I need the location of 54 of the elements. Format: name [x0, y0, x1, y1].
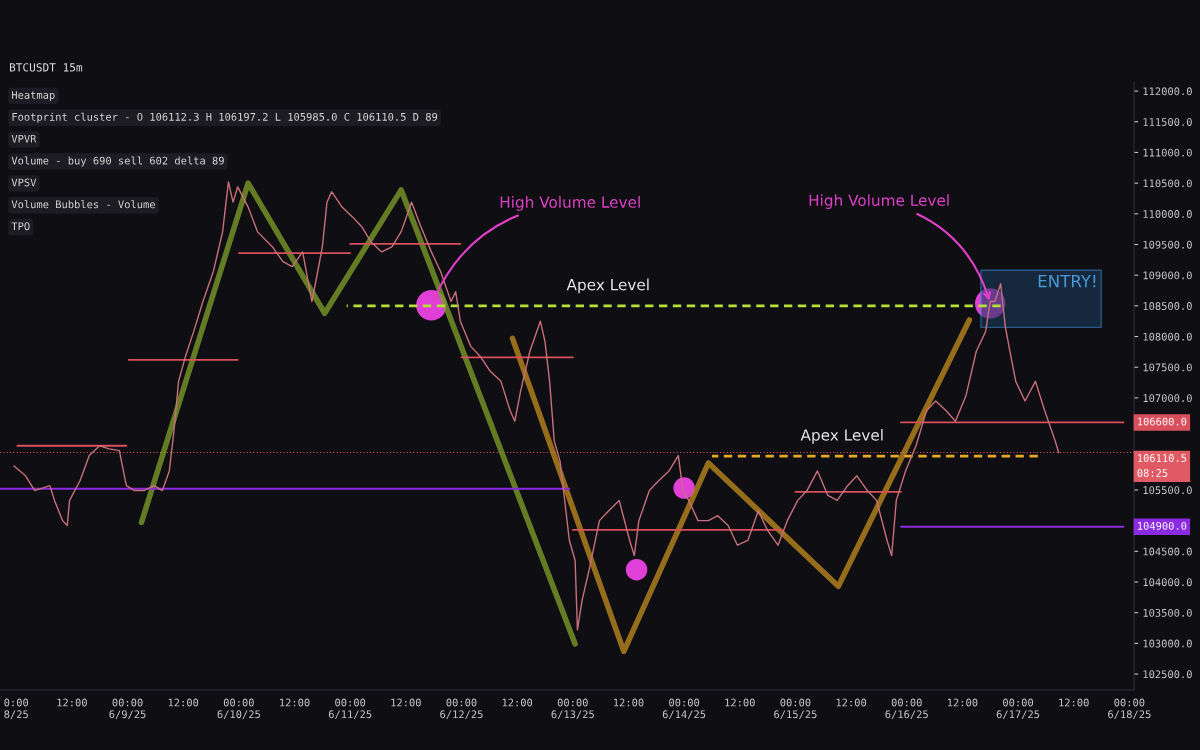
x-tick-label: 00:00 6/11/25 [328, 698, 372, 719]
y-tick-label: 105500.0 [1143, 486, 1192, 495]
x-tick-label: 00:00 6/14/25 [662, 698, 706, 719]
y-tick-label: 109500.0 [1143, 240, 1192, 249]
x-tick-label: 00:00 6/16/25 [885, 698, 928, 719]
annotation: Volume - buy 690 sell 602 delta 89 [11, 156, 224, 167]
x-tick-label: 12:00 [725, 698, 755, 707]
x-tick-label: 12:00 [57, 698, 87, 707]
ref-line-label: 106110.5 08:25 [1137, 454, 1187, 477]
series-label: Apex Level [566, 278, 649, 294]
annotation: ENTRY! [1038, 274, 1096, 288]
x-tick-label: 00:00 6/17/25 [996, 698, 1040, 719]
data-label: 106600.0 [1138, 417, 1187, 426]
x-tick-label: 12:00 [391, 698, 421, 707]
annotation: VPVR [11, 134, 37, 143]
y-tick-label: 104500.0 [1143, 547, 1192, 556]
x-tick-label: 12:00 [614, 698, 644, 707]
y-tick-label: 103000.0 [1143, 639, 1192, 648]
annotation: TPO [11, 222, 30, 231]
y-tick-label: 110500.0 [1143, 179, 1192, 188]
x-tick-label: 00:00 6/18/25 [1108, 698, 1151, 719]
x-tick-label: 12:00 [947, 698, 978, 707]
x-tick-label: 0:00 8/25 [4, 698, 29, 719]
annotation: VPSV [11, 178, 37, 187]
y-tick-label: 104000.0 [1143, 578, 1192, 587]
x-tick-label: 12:00 [168, 698, 199, 707]
annotation: Heatmap [12, 91, 55, 101]
y-tick-label: 107500.0 [1143, 363, 1192, 372]
y-tick-label: 111000.0 [1143, 148, 1192, 157]
y-tick-label: 108500.0 [1143, 302, 1192, 310]
y-tick-label: 112000.0 [1143, 87, 1192, 96]
chart-title: BTCUSDT 15m [9, 63, 83, 72]
x-tick-label: 00:00 6/10/25 [217, 698, 260, 719]
y-tick-label: 108000.0 [1143, 332, 1192, 341]
y-tick-label: 102500.0 [1143, 670, 1192, 679]
y-tick-label: 110000.0 [1143, 210, 1192, 218]
annotation: High Volume Level [809, 194, 949, 209]
y-tick-label: 109000.0 [1143, 271, 1192, 280]
data-label: 104900.0 [1138, 521, 1187, 530]
annotation: High Volume Level [500, 196, 640, 211]
x-tick-label: 12:00 [280, 698, 310, 707]
annotation: Volume Bubbles - Volume [11, 200, 155, 209]
annotation: Footprint cluster - O 106112.3 H 106197.2 L 105985.0 C 106110.5 D 89 [12, 112, 438, 123]
y-tick-label: 107000.0 [1143, 394, 1192, 403]
x-tick-label: 00:00 6/9/25 [109, 698, 146, 719]
x-tick-label: 12:00 [502, 698, 533, 707]
x-tick-label: 00:00 6/12/25 [440, 698, 483, 719]
x-tick-label: 12:00 [1059, 698, 1089, 707]
series-label: Apex Level [800, 428, 883, 444]
y-tick-label: 103500.0 [1143, 608, 1192, 617]
x-tick-label: 00:00 6/15/25 [774, 698, 817, 719]
y-tick-label: 111500.0 [1143, 118, 1192, 126]
x-tick-label: 12:00 [836, 698, 867, 707]
x-tick-label: 00:00 6/13/25 [551, 698, 594, 719]
